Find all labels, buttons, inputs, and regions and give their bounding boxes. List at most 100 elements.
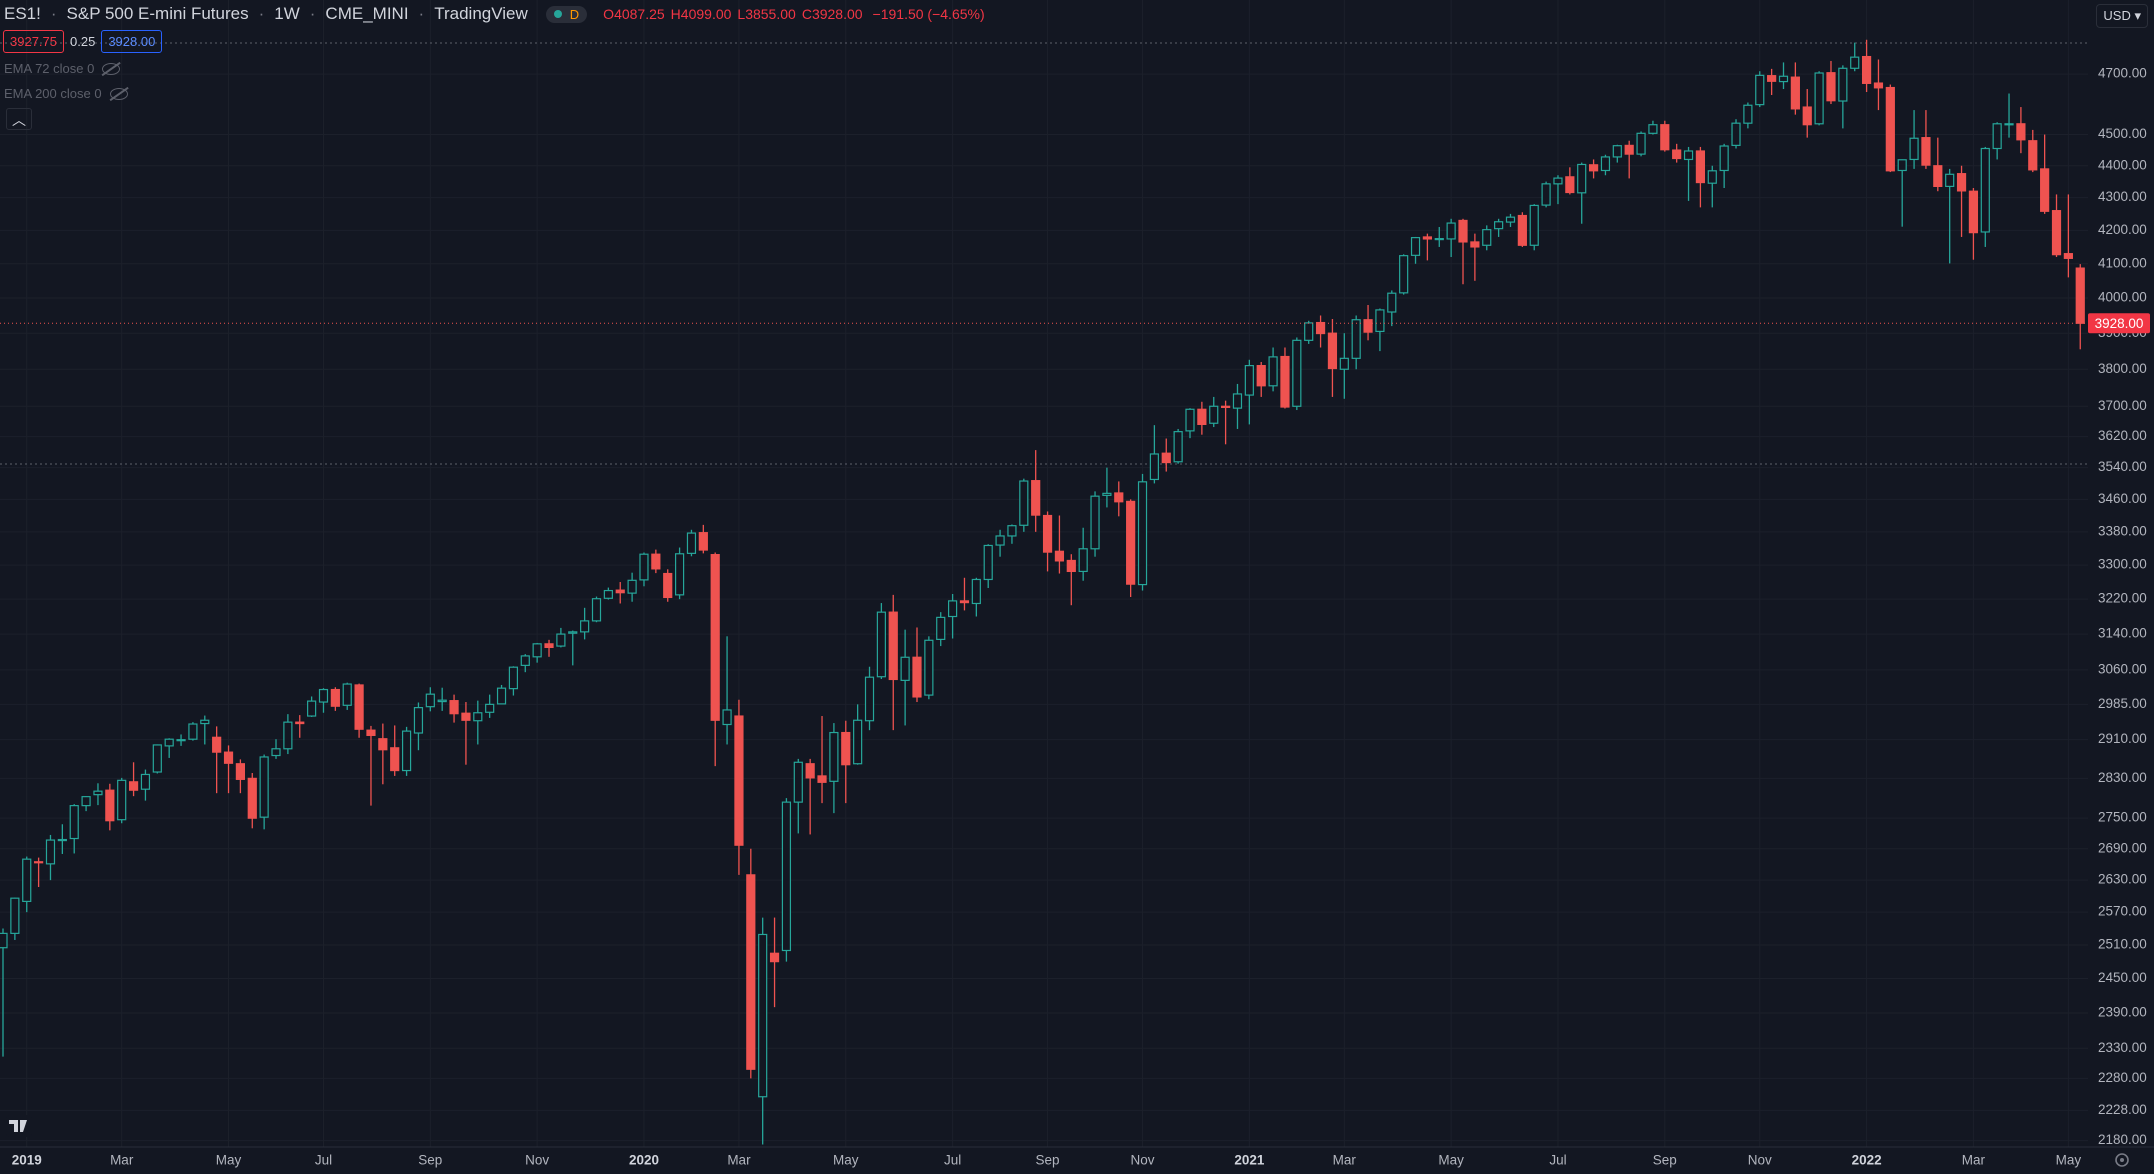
- candle-body: [1458, 219, 1468, 243]
- candle-body: [912, 656, 922, 698]
- ohlc-item: O4087.25: [603, 6, 665, 22]
- change: −191.50 (−4.65%): [872, 6, 985, 22]
- candle-body: [1078, 548, 1088, 573]
- y-tick-label: 2830.00: [2098, 770, 2147, 785]
- candle-body: [128, 781, 139, 791]
- y-tick-label: 2390.00: [2098, 1005, 2147, 1020]
- candle-body: [1019, 480, 1029, 526]
- candle-body: [722, 709, 732, 726]
- exchange: CME_MINI: [325, 4, 409, 23]
- y-tick-label: 3460.00: [2098, 491, 2147, 506]
- candle-body: [1909, 137, 1919, 161]
- candle-body: [2040, 168, 2050, 212]
- y-tick-label: 2690.00: [2098, 840, 2147, 855]
- candle-body: [223, 751, 234, 764]
- candle-body: [1446, 222, 1456, 240]
- candle-body: [164, 738, 174, 747]
- y-tick-label: 3140.00: [2098, 626, 2147, 641]
- candle-body: [378, 738, 388, 751]
- candle-body: [93, 790, 103, 796]
- candle-body: [710, 554, 720, 721]
- x-tick-label: Jul: [315, 1153, 332, 1168]
- candle-body: [271, 748, 281, 757]
- candle-body: [1648, 124, 1658, 134]
- candle-body: [1933, 165, 1943, 188]
- candle-body: [1054, 550, 1065, 562]
- indicator: EMA 72 close 0: [4, 61, 121, 76]
- settings-button[interactable]: [2115, 1153, 2129, 1167]
- candle-body: [105, 789, 115, 822]
- candle-body: [1802, 106, 1812, 126]
- y-tick-label: 3060.00: [2098, 661, 2147, 676]
- candle-body: [1968, 190, 1979, 234]
- candle-body: [2016, 123, 2026, 141]
- candle-body: [1612, 145, 1622, 158]
- candle-body: [520, 655, 530, 666]
- candle-body: [1422, 236, 1433, 240]
- candle-body: [627, 579, 637, 594]
- candle-body: [354, 684, 364, 730]
- candle-body: [366, 729, 376, 736]
- ohlc-item: C3928.00: [802, 6, 863, 22]
- candle-body: [1256, 365, 1266, 387]
- candle-body: [1126, 500, 1136, 585]
- y-tick-label: 4100.00: [2098, 255, 2147, 270]
- candle-body: [1624, 144, 1634, 155]
- candle-body: [1434, 238, 1444, 241]
- candle-body: [686, 532, 697, 554]
- candle-body: [69, 805, 79, 840]
- candle-body: [1755, 74, 1765, 106]
- candle-body: [639, 553, 649, 581]
- quote-row: 3927.75 0.25 3928.00: [3, 30, 163, 53]
- ask[interactable]: 3928.00: [101, 30, 163, 53]
- candle-body: [1885, 86, 1895, 172]
- candle-body: [805, 763, 815, 779]
- visibility-toggle[interactable]: [102, 62, 121, 75]
- y-tick-label: 3300.00: [2098, 557, 2147, 572]
- y-tick-label: 3220.00: [2098, 591, 2147, 606]
- candles: [0, 39, 2085, 1145]
- x-tick-label: Nov: [525, 1153, 549, 1168]
- bid[interactable]: 3927.75: [3, 30, 64, 53]
- candle-body: [176, 739, 186, 742]
- candle-body: [1363, 319, 1373, 333]
- candle-body: [1778, 75, 1789, 83]
- candle-body: [1731, 122, 1741, 146]
- candle-body: [235, 763, 245, 780]
- x-tick-label: Sep: [418, 1153, 442, 1168]
- x-tick-label: Jul: [1549, 1153, 1566, 1168]
- visibility-toggle[interactable]: [109, 87, 128, 100]
- ohlc-value: 3855.00: [745, 6, 796, 22]
- candle-body: [1482, 229, 1492, 246]
- candle-body: [496, 687, 507, 705]
- y-tick-label: 2450.00: [2098, 970, 2147, 985]
- symbol: ES1!: [4, 4, 41, 23]
- candle-body: [283, 721, 293, 750]
- collapse-button[interactable]: ︿: [6, 108, 32, 130]
- status-pill[interactable]: D: [545, 5, 588, 23]
- x-tick-label: Jul: [944, 1153, 961, 1168]
- candle-body: [1814, 72, 1824, 125]
- candle-body: [200, 719, 210, 725]
- ohlc-value: 4087.25: [614, 6, 665, 22]
- y-tick-label: 3700.00: [2098, 398, 2147, 413]
- candle-body: [568, 631, 578, 634]
- candle-body: [485, 703, 495, 713]
- candle-body: [2004, 123, 2014, 126]
- currency-menu[interactable]: USD ▾: [2096, 4, 2148, 28]
- candle-body: [1090, 495, 1100, 550]
- candle-body: [342, 683, 352, 706]
- candle-body: [1683, 150, 1694, 161]
- candle-body: [1339, 357, 1349, 370]
- candle-body: [1173, 431, 1183, 463]
- candle-body: [1387, 292, 1397, 313]
- candle-body: [1292, 339, 1302, 407]
- candle-body: [1517, 214, 1527, 246]
- candle-body: [1897, 159, 1907, 172]
- candle-body: [1232, 393, 1243, 409]
- y-tick-label: 2280.00: [2098, 1070, 2147, 1085]
- x-tick-label: Mar: [1333, 1153, 1357, 1168]
- candle-body: [864, 676, 875, 722]
- candle-body: [758, 933, 768, 1098]
